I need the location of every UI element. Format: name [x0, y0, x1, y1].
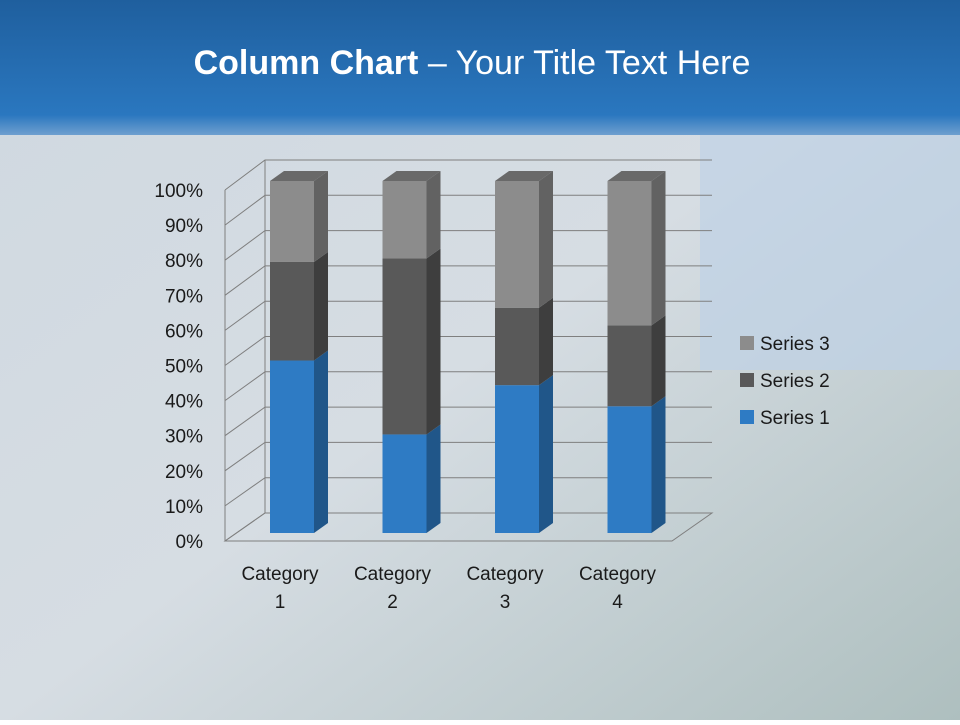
- y-tick-label: 20%: [165, 462, 203, 483]
- y-tick-label: 70%: [165, 286, 203, 307]
- header-band: [0, 0, 960, 135]
- bar-side: [651, 171, 666, 326]
- bar: [607, 406, 652, 533]
- legend-label: Series 1: [760, 408, 830, 429]
- title-rest: – Your Title Text Here: [428, 44, 751, 82]
- bar: [607, 325, 652, 407]
- legend-swatch: [740, 373, 754, 387]
- bar-top: [270, 171, 328, 181]
- bar-side: [314, 251, 328, 361]
- x-tick-label: Category 4: [579, 564, 657, 613]
- y-tick-label: 10%: [165, 497, 203, 518]
- bar: [270, 181, 314, 262]
- bar-side: [426, 248, 441, 435]
- bar-side: [651, 396, 666, 533]
- bar: [382, 434, 427, 533]
- legend-label: Series 3: [760, 334, 830, 355]
- y-tick-label: 90%: [165, 216, 203, 237]
- title: Column Chart – Your Title Text Here: [194, 44, 751, 82]
- bar-side: [539, 297, 553, 386]
- bar: [270, 261, 314, 361]
- bar-side: [426, 424, 441, 533]
- bar-side: [314, 350, 328, 533]
- bar-top: [382, 171, 441, 181]
- bar-top: [495, 171, 553, 181]
- bar: [270, 360, 314, 533]
- bar: [495, 307, 539, 386]
- bar-side: [651, 315, 666, 407]
- bar-side: [539, 171, 553, 308]
- y-tick-label: 30%: [165, 427, 203, 448]
- bar-top: [607, 171, 666, 181]
- legend-swatch: [740, 410, 754, 424]
- title-bold: Column Chart: [194, 44, 419, 82]
- bar: [382, 258, 427, 435]
- bar: [495, 181, 539, 308]
- y-tick-label: 60%: [165, 321, 203, 342]
- y-tick-label: 40%: [165, 392, 203, 413]
- y-tick-label: 50%: [165, 357, 203, 378]
- bar-side: [314, 171, 328, 262]
- bar: [607, 181, 652, 326]
- bar-side: [426, 171, 441, 259]
- y-tick-label: 100%: [154, 181, 203, 202]
- bar: [495, 385, 539, 533]
- sky: [700, 130, 960, 370]
- y-tick-label: 80%: [165, 251, 203, 272]
- x-tick-label: Category 3: [466, 564, 544, 613]
- x-tick-label: Category 1: [241, 564, 319, 613]
- bar-side: [539, 375, 553, 533]
- legend-swatch: [740, 336, 754, 350]
- x-tick-label: Category 2: [354, 564, 432, 613]
- y-tick-label: 0%: [176, 532, 204, 553]
- bar: [382, 181, 427, 259]
- legend-label: Series 2: [760, 371, 830, 392]
- plot: 0% 10% 20% 30% 40% 50% 60% 70% 80% 90% 100% Categor…: [154, 159, 830, 613]
